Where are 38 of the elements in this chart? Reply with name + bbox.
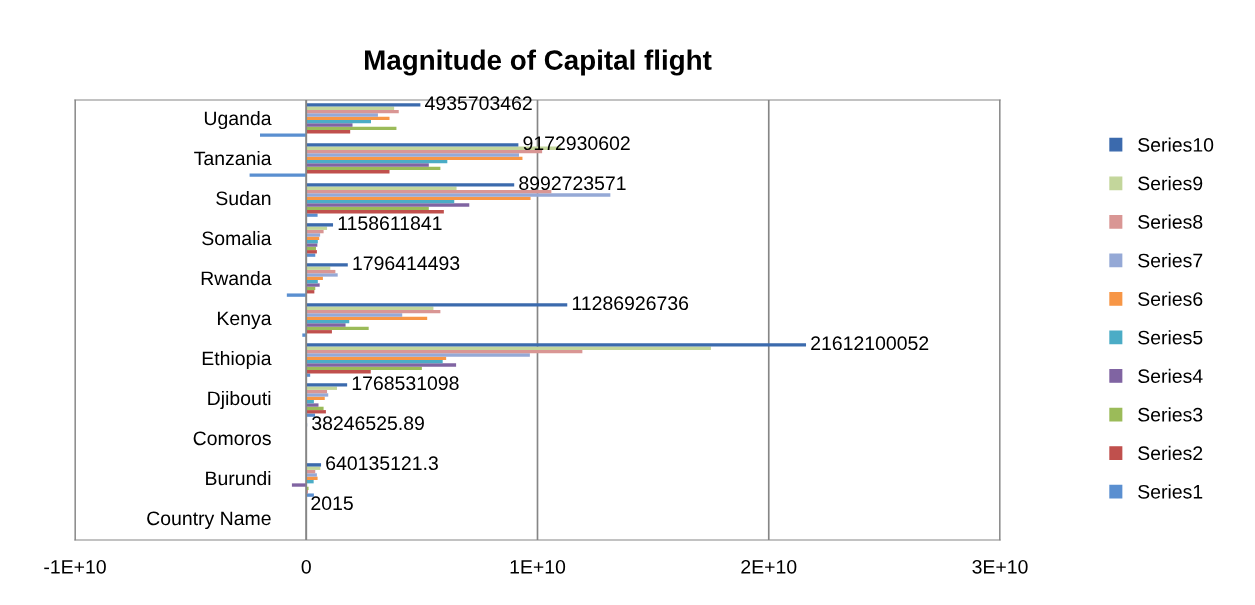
data-label: 1158611841 xyxy=(338,216,442,231)
y-tick-label: Tanzania xyxy=(194,150,272,166)
x-tick-label: 2E+10 xyxy=(741,559,797,574)
x-tick-label: -1E+10 xyxy=(44,559,106,574)
data-label: 21612100052 xyxy=(811,336,929,351)
y-tick-label: Djibouti xyxy=(208,390,271,410)
legend-label: Series1 xyxy=(1138,484,1203,499)
data-label: 1768531098 xyxy=(352,376,459,391)
data-label: 38246525.89 xyxy=(312,416,424,431)
y-tick-label: Country Name xyxy=(147,511,271,530)
data-label: 640135121.3 xyxy=(326,456,438,471)
chart-title: Magnitude of Capital flight xyxy=(365,49,712,76)
legend-label: Series8 xyxy=(1138,214,1203,229)
y-tick-label: Comoros xyxy=(193,431,271,446)
legend-label: Series7 xyxy=(1138,253,1203,268)
y-tick-label: Sudan xyxy=(216,190,271,206)
legend-label: Series6 xyxy=(1138,291,1203,306)
data-label: 4935703462 xyxy=(425,96,532,111)
data-label: 9172930602 xyxy=(523,136,630,151)
y-tick-label: Burundi xyxy=(206,470,271,486)
data-label: 8992723571 xyxy=(519,176,626,191)
y-tick-label: Uganda xyxy=(204,110,272,130)
y-tick-label: Rwanda xyxy=(201,270,272,286)
legend-label: Series3 xyxy=(1138,407,1203,422)
y-tick-label: Ethiopia xyxy=(202,350,272,370)
legend-label: Series2 xyxy=(1138,445,1203,461)
data-label: 1796414493 xyxy=(353,256,460,271)
legend-label: Series10 xyxy=(1138,137,1214,152)
legend-label: Series5 xyxy=(1138,330,1203,345)
x-tick-label: 3E+10 xyxy=(972,559,1028,574)
y-tick-label: Kenya xyxy=(217,311,272,330)
data-label: 2015 xyxy=(311,496,353,511)
x-tick-label: 1E+10 xyxy=(510,559,566,574)
y-tick-label: Somalia xyxy=(202,230,272,246)
data-label: 11286926736 xyxy=(572,296,689,311)
legend-label: Series9 xyxy=(1138,176,1203,191)
legend-label: Series4 xyxy=(1138,368,1203,384)
x-tick-label: 0 xyxy=(301,559,311,574)
